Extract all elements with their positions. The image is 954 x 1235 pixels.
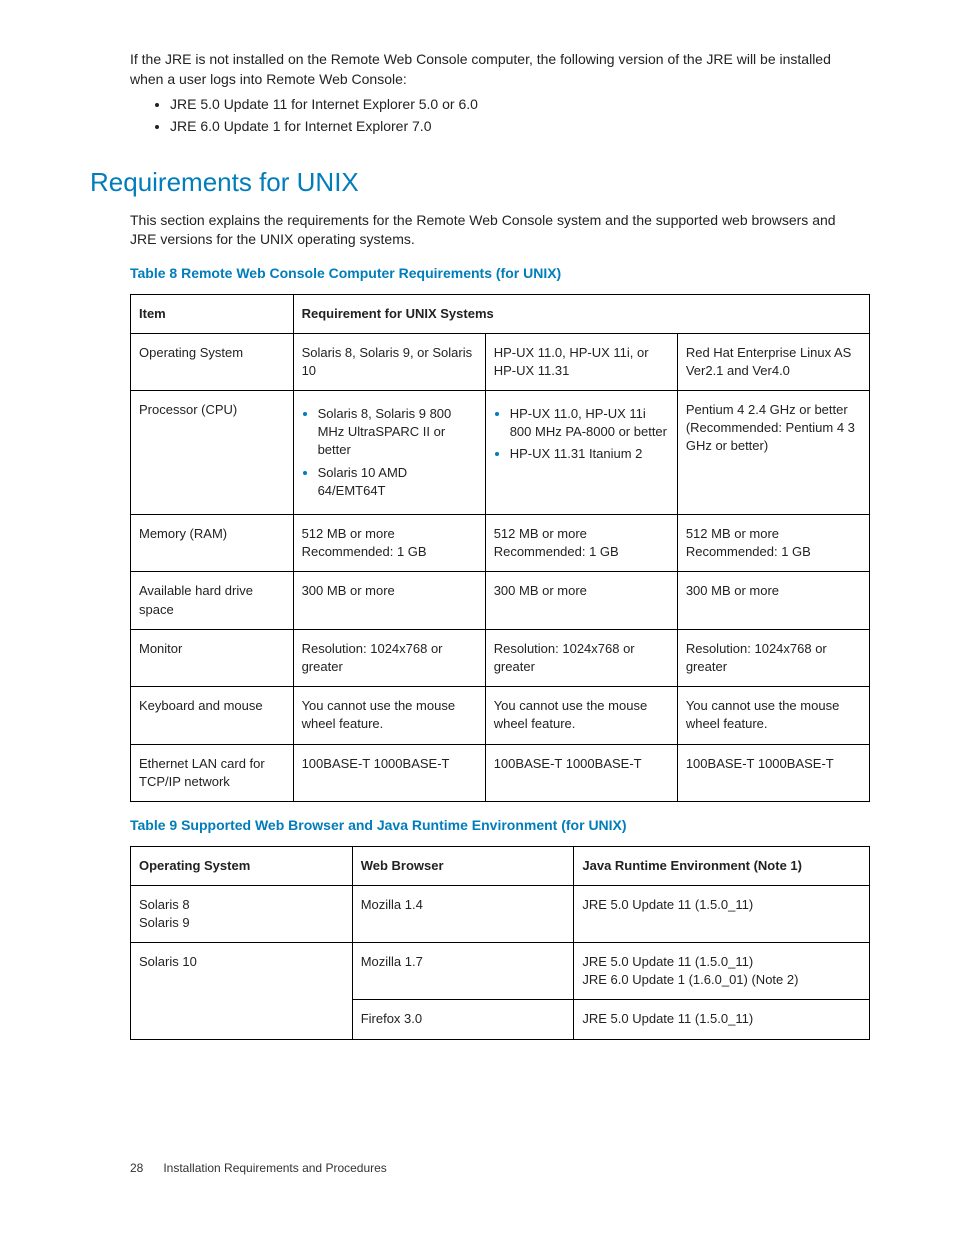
cell: 100BASE-T 1000BASE-T <box>677 744 869 801</box>
table8-caption: Table 8 Remote Web Console Computer Requ… <box>130 264 864 284</box>
th: Java Runtime Environment (Note 1) <box>574 846 870 885</box>
section-text: This section explains the requirements f… <box>130 211 864 250</box>
section-heading: Requirements for UNIX <box>90 164 864 200</box>
cell: 512 MB or moreRecommended: 1 GB <box>293 515 485 572</box>
cell: Solaris 8, Solaris 9 800 MHz UltraSPARC … <box>293 391 485 515</box>
cell: You cannot use the mouse wheel feature. <box>485 687 677 744</box>
footer-title: Installation Requirements and Procedures <box>163 1161 386 1175</box>
intro-text: If the JRE is not installed on the Remot… <box>130 50 864 89</box>
cell-os: Solaris 8Solaris 9 <box>131 885 353 942</box>
cell-item: Available hard drive space <box>131 572 294 629</box>
cell-item: Processor (CPU) <box>131 391 294 515</box>
cell: Solaris 8, Solaris 9, or Solaris 10 <box>293 333 485 390</box>
list-item: Solaris 10 AMD 64/EMT64T <box>318 464 477 500</box>
table-row: Keyboard and mouseYou cannot use the mou… <box>131 687 870 744</box>
cell: You cannot use the mouse wheel feature. <box>677 687 869 744</box>
cell: You cannot use the mouse wheel feature. <box>293 687 485 744</box>
cell: 300 MB or more <box>485 572 677 629</box>
cell: Pentium 4 2.4 GHz or better (Recommended… <box>677 391 869 515</box>
list-item: HP-UX 11.31 Itanium 2 <box>510 445 669 463</box>
table-row: Solaris 8Solaris 9Mozilla 1.4JRE 5.0 Upd… <box>131 885 870 942</box>
cell-jre: JRE 5.0 Update 11 (1.5.0_11) <box>574 885 870 942</box>
page-number: 28 <box>130 1160 160 1177</box>
bullet-item: JRE 5.0 Update 11 for Internet Explorer … <box>170 95 864 115</box>
th: Web Browser <box>352 846 574 885</box>
bullet-item: JRE 6.0 Update 1 for Internet Explorer 7… <box>170 117 864 137</box>
table-row: Solaris 10Mozilla 1.7JRE 5.0 Update 11 (… <box>131 943 870 1000</box>
table-row: Available hard drive space300 MB or more… <box>131 572 870 629</box>
cell: 512 MB or moreRecommended: 1 GB <box>677 515 869 572</box>
jre-bullets: JRE 5.0 Update 11 for Internet Explorer … <box>150 95 864 136</box>
cell: Resolution: 1024x768 or greater <box>293 629 485 686</box>
cell: 300 MB or more <box>293 572 485 629</box>
cell-browser: Mozilla 1.4 <box>352 885 574 942</box>
th: Operating System <box>131 846 353 885</box>
cell-item: Monitor <box>131 629 294 686</box>
cell: 300 MB or more <box>677 572 869 629</box>
th-item: Item <box>131 294 294 333</box>
table-row: Operating SystemSolaris 8, Solaris 9, or… <box>131 333 870 390</box>
cell-browser: Firefox 3.0 <box>352 1000 574 1039</box>
cell-item: Memory (RAM) <box>131 515 294 572</box>
table9: Operating SystemWeb BrowserJava Runtime … <box>130 846 870 1040</box>
cell: Resolution: 1024x768 or greater <box>677 629 869 686</box>
table8: ItemRequirement for UNIX SystemsOperatin… <box>130 294 870 802</box>
cell-item: Operating System <box>131 333 294 390</box>
table9-caption: Table 9 Supported Web Browser and Java R… <box>130 816 864 836</box>
cell-jre: JRE 5.0 Update 11 (1.5.0_11) <box>574 1000 870 1039</box>
cell: Resolution: 1024x768 or greater <box>485 629 677 686</box>
cell: 100BASE-T 1000BASE-T <box>293 744 485 801</box>
cell-os: Solaris 10 <box>131 943 353 1040</box>
cell-browser: Mozilla 1.7 <box>352 943 574 1000</box>
list-item: HP-UX 11.0, HP-UX 11i800 MHz PA-8000 or … <box>510 405 669 441</box>
th-req: Requirement for UNIX Systems <box>293 294 869 333</box>
table-row: Processor (CPU) Solaris 8, Solaris 9 800 … <box>131 391 870 515</box>
cell: 100BASE-T 1000BASE-T <box>485 744 677 801</box>
table-row: Ethernet LAN card for TCP/IP network100B… <box>131 744 870 801</box>
cell: Red Hat Enterprise Linux AS Ver2.1 and V… <box>677 333 869 390</box>
table-row: Memory (RAM)512 MB or moreRecommended: 1… <box>131 515 870 572</box>
cell: HP-UX 11.0, HP-UX 11i, or HP-UX 11.31 <box>485 333 677 390</box>
cell: 512 MB or moreRecommended: 1 GB <box>485 515 677 572</box>
table-row: MonitorResolution: 1024x768 or greaterRe… <box>131 629 870 686</box>
cell: HP-UX 11.0, HP-UX 11i800 MHz PA-8000 or … <box>485 391 677 515</box>
cell-jre: JRE 5.0 Update 11 (1.5.0_11)JRE 6.0 Upda… <box>574 943 870 1000</box>
cell-item: Ethernet LAN card for TCP/IP network <box>131 744 294 801</box>
page-footer: 28 Installation Requirements and Procedu… <box>90 1160 864 1177</box>
cell-item: Keyboard and mouse <box>131 687 294 744</box>
list-item: Solaris 8, Solaris 9 800 MHz UltraSPARC … <box>318 405 477 460</box>
